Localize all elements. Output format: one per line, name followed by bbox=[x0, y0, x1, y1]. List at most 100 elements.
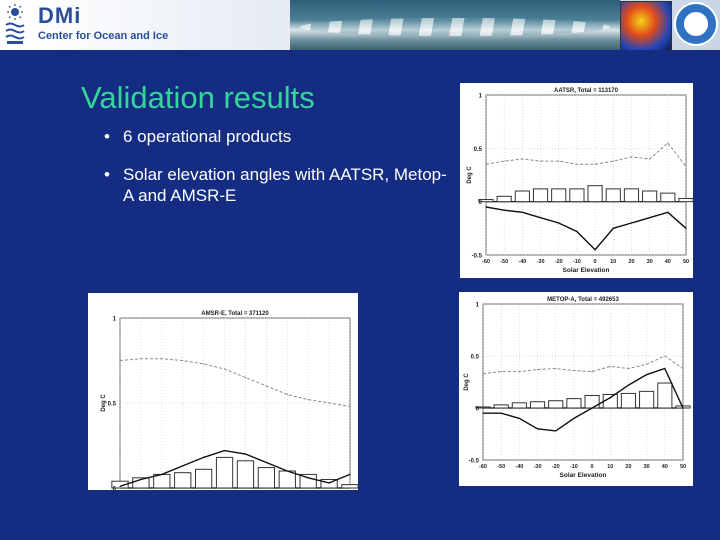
series-point bbox=[485, 206, 487, 208]
series-point bbox=[558, 222, 560, 224]
org-subtitle: Center for Ocean and Ice bbox=[38, 30, 169, 42]
series-point bbox=[518, 417, 520, 419]
chart-amsre: 0 0.5 1 AMSR-E, Total = 371120 Deg C bbox=[88, 293, 358, 490]
dmi-emblem-icon bbox=[5, 4, 25, 44]
series-point bbox=[223, 368, 226, 370]
x-tick-label: 10 bbox=[607, 464, 613, 470]
x-tick-label: -40 bbox=[515, 464, 523, 470]
series-point bbox=[576, 163, 578, 165]
series-line-solid bbox=[483, 367, 684, 432]
y-tick-label: 0.5 bbox=[471, 355, 480, 361]
chart-bar bbox=[642, 190, 658, 203]
chart-bar bbox=[551, 188, 567, 203]
series-point bbox=[119, 359, 121, 362]
series-point bbox=[685, 227, 687, 229]
chart-bar bbox=[236, 460, 255, 489]
x-tick-label: 30 bbox=[644, 464, 650, 470]
series-point bbox=[630, 222, 633, 224]
series-point bbox=[612, 160, 614, 162]
series-point bbox=[627, 367, 630, 370]
series-point bbox=[140, 478, 142, 481]
bullet-dot: • bbox=[104, 165, 110, 184]
series-point bbox=[286, 470, 288, 472]
chart-bar bbox=[639, 390, 655, 409]
chart-bar bbox=[660, 192, 676, 203]
y-tick-label: 0.5 bbox=[474, 147, 483, 153]
y-tick-label: 0.5 bbox=[108, 402, 117, 408]
x-tick-label: -60 bbox=[482, 259, 490, 265]
series-point bbox=[244, 376, 247, 379]
x-tick-label: -30 bbox=[534, 464, 542, 470]
series-point bbox=[536, 368, 539, 371]
chart-bar bbox=[475, 406, 491, 409]
series-point bbox=[265, 385, 267, 387]
series-point bbox=[244, 453, 247, 455]
x-tick-label: -30 bbox=[537, 259, 545, 265]
series-point bbox=[328, 482, 330, 484]
series-point bbox=[573, 417, 575, 419]
series-point bbox=[485, 163, 487, 165]
x-tick-label: 50 bbox=[680, 464, 686, 470]
seal-emblem-icon bbox=[674, 2, 718, 46]
x-tick-label: 20 bbox=[625, 464, 631, 470]
chart-title: AATSR, Total = 113170 bbox=[554, 88, 619, 94]
chart-bar bbox=[605, 188, 621, 203]
series-point bbox=[591, 407, 593, 409]
y-tick-label: -0.5 bbox=[469, 459, 480, 465]
series-point bbox=[649, 158, 651, 160]
series-point bbox=[328, 402, 330, 404]
series-point bbox=[539, 160, 542, 162]
series-point bbox=[223, 450, 226, 452]
chart-bar bbox=[569, 188, 585, 203]
series-point bbox=[685, 165, 687, 168]
bullet-item: • 6 operational products bbox=[104, 126, 454, 147]
series-point bbox=[203, 456, 205, 458]
chart-bar bbox=[657, 382, 673, 409]
bullet-list: • 6 operational products • Solar elevati… bbox=[104, 126, 454, 223]
chart-bar bbox=[493, 404, 509, 409]
series-point bbox=[349, 473, 351, 475]
org-name: DMi bbox=[38, 3, 82, 28]
series-point bbox=[612, 227, 614, 229]
x-tick-label: 40 bbox=[665, 259, 671, 265]
x-tick-label: 40 bbox=[662, 464, 668, 470]
y-tick-label: 1 bbox=[479, 94, 483, 100]
y-axis-label: Deg C bbox=[467, 166, 473, 184]
chart-bar bbox=[132, 477, 150, 489]
plot-frame bbox=[485, 94, 687, 256]
bullet-text: Solar elevation angles with AATSR, Metop… bbox=[123, 165, 447, 205]
x-tick-label: -10 bbox=[570, 464, 578, 470]
chart-bar bbox=[620, 392, 637, 409]
x-tick-label: 30 bbox=[647, 259, 653, 265]
chart-bar bbox=[623, 188, 640, 203]
series-point bbox=[500, 412, 502, 414]
chart-bar bbox=[174, 472, 192, 489]
y-tick-label: 0 bbox=[479, 200, 483, 206]
chart-bar bbox=[566, 398, 582, 409]
series-point bbox=[307, 477, 309, 479]
series-point bbox=[558, 160, 560, 162]
series-line-dashed bbox=[482, 355, 684, 375]
chart-bar bbox=[514, 190, 530, 203]
y-axis-label: Deg C bbox=[464, 373, 470, 391]
x-axis-label: Solar Elevation bbox=[560, 472, 607, 479]
series-point bbox=[182, 359, 184, 362]
series-point bbox=[594, 163, 596, 165]
series-point bbox=[591, 371, 593, 373]
y-tick-label: -0.5 bbox=[472, 254, 483, 260]
chart-svg: -0.5 0 0.5 1 -60 -50 -40 -30 -20 -10 0 10 20 30 40 50 AA… bbox=[467, 88, 693, 274]
series-point bbox=[482, 412, 484, 414]
series-point bbox=[140, 358, 142, 360]
series-point bbox=[265, 461, 267, 464]
series-point bbox=[609, 397, 611, 399]
series-point bbox=[307, 399, 309, 401]
series-point bbox=[627, 384, 630, 386]
series-point bbox=[594, 249, 596, 251]
series-point bbox=[161, 358, 163, 360]
series-point bbox=[682, 407, 684, 409]
series-point bbox=[286, 393, 288, 396]
series-point bbox=[664, 367, 666, 370]
series-point bbox=[646, 374, 648, 376]
chart-bar bbox=[341, 484, 358, 489]
series-point bbox=[667, 211, 669, 213]
